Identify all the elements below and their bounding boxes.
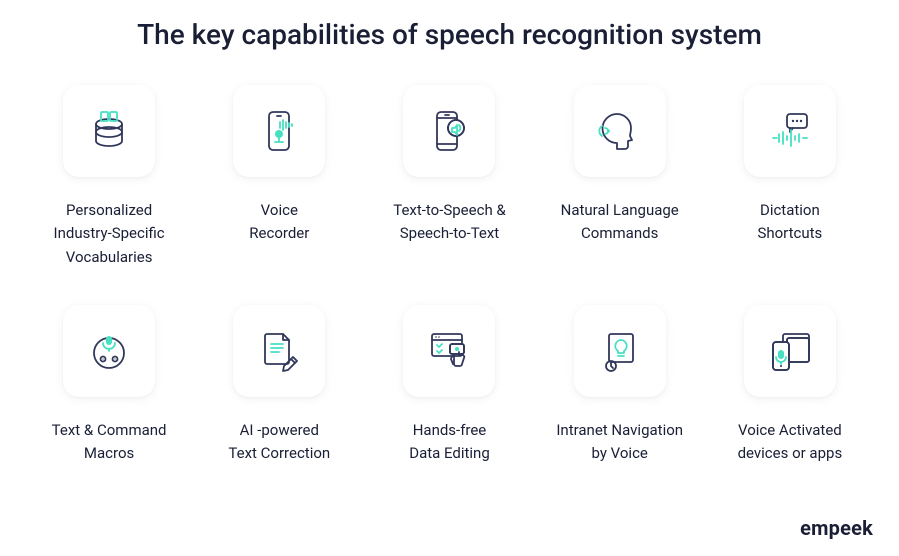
panel-bulb-icon — [595, 326, 645, 376]
capability-label: AI -powered Text Correction — [228, 419, 330, 466]
capability-label: Personalized Industry-Specific Vocabular… — [54, 199, 165, 269]
capability-label: Hands-free Data Editing — [409, 419, 490, 466]
capability-item: Voice Activated devices or apps — [709, 305, 871, 466]
capability-tile — [574, 85, 666, 177]
capability-label: Voice Activated devices or apps — [738, 419, 843, 466]
doc-pencil-icon — [254, 326, 304, 376]
capability-tile — [403, 85, 495, 177]
page-title: The key capabilities of speech recogniti… — [0, 0, 899, 59]
capability-label: Voice Recorder — [249, 199, 309, 246]
capability-item: Text-to-Speech & Speech-to-Text — [368, 85, 530, 269]
window-hand-icon — [424, 326, 474, 376]
cylinder-book-icon — [84, 106, 134, 156]
capability-tile — [744, 305, 836, 397]
capability-item: Hands-free Data Editing — [368, 305, 530, 466]
chat-wave-icon — [765, 106, 815, 156]
capability-item: Intranet Navigation by Voice — [539, 305, 701, 466]
capability-item: Text & Command Macros — [28, 305, 190, 466]
devices-mic-icon — [765, 326, 815, 376]
capability-tile — [63, 305, 155, 397]
capability-tile — [233, 305, 325, 397]
capabilities-grid: Personalized Industry-Specific Vocabular… — [0, 59, 899, 465]
capability-label: Natural Language Commands — [561, 199, 679, 246]
capability-item: Personalized Industry-Specific Vocabular… — [28, 85, 190, 269]
phone-tts-icon — [424, 106, 474, 156]
capability-label: Text-to-Speech & Speech-to-Text — [393, 199, 506, 246]
capability-tile — [574, 305, 666, 397]
capability-tile — [403, 305, 495, 397]
capability-item: AI -powered Text Correction — [198, 305, 360, 466]
capability-item: Dictation Shortcuts — [709, 85, 871, 269]
capability-tile — [233, 85, 325, 177]
robot-mic-icon — [84, 326, 134, 376]
capability-label: Dictation Shortcuts — [757, 199, 822, 246]
capability-label: Text & Command Macros — [52, 419, 167, 466]
head-wave-icon — [595, 106, 645, 156]
capability-item: Natural Language Commands — [539, 85, 701, 269]
phone-wave-icon — [254, 106, 304, 156]
capability-tile — [63, 85, 155, 177]
brand-logo: empeek — [800, 516, 873, 540]
capability-label: Intranet Navigation by Voice — [556, 419, 683, 466]
capability-item: Voice Recorder — [198, 85, 360, 269]
capability-tile — [744, 85, 836, 177]
